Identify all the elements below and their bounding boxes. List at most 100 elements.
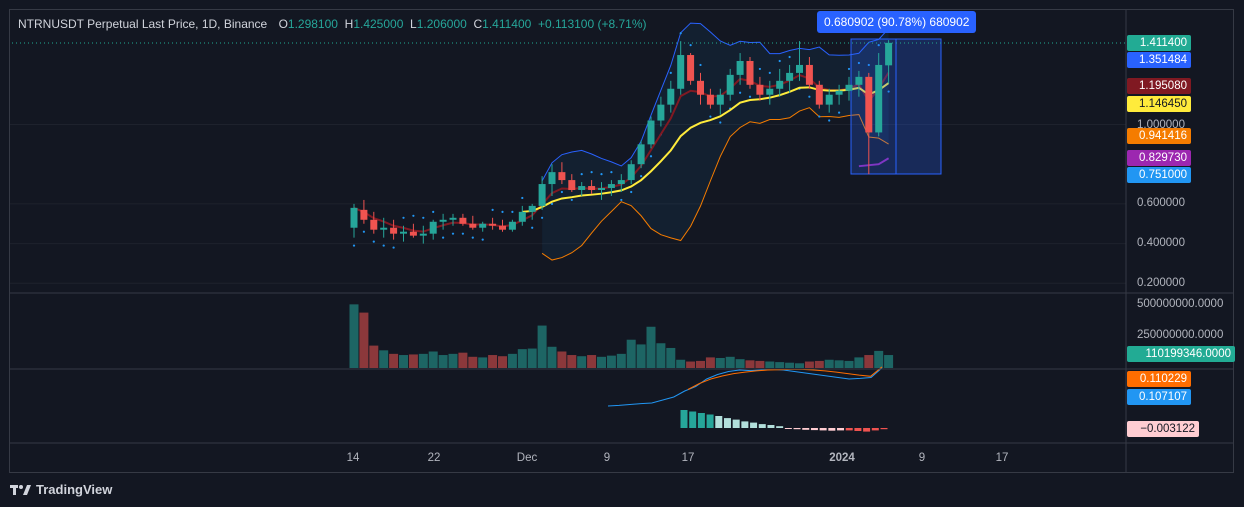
- high-label: H: [344, 17, 354, 31]
- candle-body: [835, 90, 843, 95]
- candle-body: [786, 72, 794, 81]
- sar-dot: [570, 198, 573, 202]
- macd-histogram-bar: [732, 419, 740, 428]
- macd-tag: −0.003122: [1127, 421, 1199, 437]
- candle-body: [746, 60, 754, 85]
- volume-tick: 500000000.0000: [1137, 298, 1224, 310]
- macd-histogram-bar: [793, 428, 801, 430]
- candle-body: [726, 74, 734, 95]
- measure-tooltip: 0.680902 (90.78%) 680902: [817, 11, 977, 33]
- time-axis-label: 9: [918, 452, 926, 464]
- sar-dot: [630, 190, 633, 194]
- sar-dot: [432, 210, 435, 213]
- volume-bar: [448, 353, 458, 368]
- price-tag: 1.195080: [1127, 78, 1191, 94]
- volume-bar: [567, 355, 577, 368]
- volume-bar: [844, 360, 854, 368]
- candle-body: [627, 164, 635, 181]
- candle-body: [637, 144, 645, 165]
- candle-body: [538, 184, 546, 206]
- volume-bar: [775, 362, 785, 368]
- sar-dot: [521, 196, 524, 200]
- volume-bar: [597, 356, 606, 368]
- sar-dot: [392, 246, 395, 249]
- candle-body: [489, 223, 497, 226]
- volume-bar: [795, 363, 804, 368]
- candle-body: [875, 64, 883, 133]
- volume-bar: [537, 325, 547, 368]
- sar-dot: [887, 90, 890, 93]
- volume-bar: [428, 351, 438, 368]
- symbol-legend[interactable]: NTRNUSDT Perpetual Last Price, 1D, Binan…: [18, 17, 647, 31]
- candle-body: [578, 186, 586, 191]
- signal-line: [687, 366, 883, 390]
- sar-dot: [649, 155, 653, 158]
- symbol-title[interactable]: NTRNUSDT Perpetual Last Price, 1D, Binan…: [18, 17, 268, 31]
- volume-bar: [765, 361, 775, 368]
- bollinger-bands: [541, 22, 889, 261]
- volume-bar: [755, 360, 765, 368]
- time-axis-label: 17: [995, 452, 1009, 464]
- candle-body: [885, 42, 893, 66]
- time-axis-label: Dec: [516, 452, 538, 464]
- sar-dot: [838, 111, 841, 114]
- volume-bar: [656, 343, 666, 368]
- volume-bar: [458, 352, 468, 368]
- candle-body: [647, 120, 655, 145]
- sar-dot: [412, 214, 415, 217]
- candle-body: [469, 223, 477, 228]
- tradingview-logo[interactable]: TradingView: [10, 482, 112, 497]
- volume-bar: [804, 361, 814, 368]
- macd-histogram-bar: [819, 428, 827, 431]
- candle-body: [350, 207, 358, 228]
- time-axis-label: 9: [603, 452, 611, 464]
- sar-dot: [580, 173, 583, 176]
- volume-bar: [785, 362, 795, 368]
- sar-dot: [699, 63, 702, 67]
- candle-body: [499, 225, 506, 230]
- volume-bar: [745, 360, 755, 368]
- change-value: +0.113100 (+8.71%): [537, 17, 647, 31]
- sar-dot: [600, 173, 603, 176]
- price-tag: 1.351484: [1127, 52, 1191, 68]
- volume-bar: [676, 359, 686, 368]
- volume-bar: [616, 353, 626, 368]
- sar-dot: [560, 190, 564, 194]
- chart-pane[interactable]: [9, 9, 1234, 473]
- sar-dot: [461, 232, 464, 235]
- price-tag: 0.751000: [1127, 167, 1191, 183]
- volume-bar: [349, 304, 359, 368]
- volume-bar: [696, 360, 705, 368]
- macd-histogram-bar: [715, 416, 723, 428]
- macd-histogram-bar: [706, 414, 714, 428]
- macd-histogram-bar: [784, 428, 792, 429]
- volume-bar: [715, 357, 725, 368]
- bb-lower: [541, 107, 889, 261]
- sar-dot: [451, 232, 455, 235]
- sar-dot: [679, 32, 682, 35]
- volume-bars: [349, 304, 894, 368]
- sar-dot: [857, 61, 861, 65]
- volume-bar: [468, 356, 478, 368]
- candle-body: [825, 94, 833, 105]
- volume-bar: [854, 357, 864, 368]
- macd-histogram-bar: [837, 428, 845, 431]
- bb-upper: [541, 22, 889, 182]
- time-axis-label: 17: [681, 452, 695, 464]
- sar-dot: [748, 95, 752, 98]
- candle-body: [548, 172, 556, 185]
- macd-histogram-bar: [802, 428, 810, 430]
- volume-bar: [725, 356, 735, 368]
- price-tick: 0.600000: [1137, 197, 1185, 209]
- sar-dot: [788, 55, 791, 59]
- candle-body: [568, 180, 576, 191]
- candle-body: [588, 186, 596, 191]
- volume-bar: [418, 353, 428, 368]
- candle-body: [390, 227, 398, 234]
- sar-dot: [422, 216, 425, 219]
- macd-histogram-bar: [880, 428, 888, 430]
- sar-dot: [550, 202, 554, 205]
- macd-histogram-bar: [680, 410, 688, 428]
- sar-dot: [352, 244, 356, 247]
